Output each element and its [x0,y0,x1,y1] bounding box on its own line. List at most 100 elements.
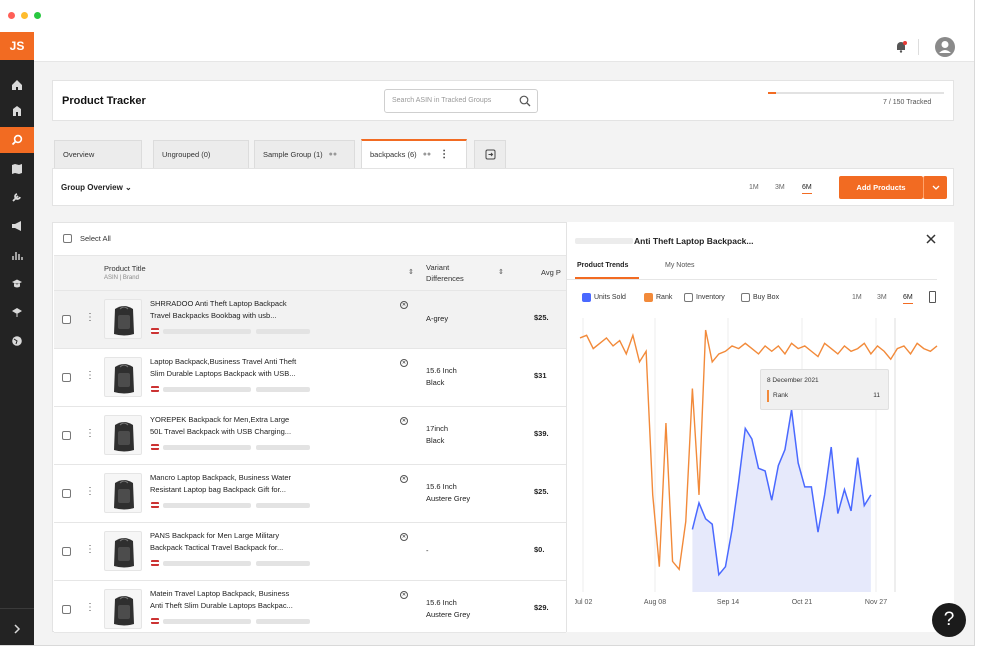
column-header-title[interactable]: Product Title [104,264,146,273]
select-all-checkbox[interactable] [63,234,72,243]
variant-difference: 15.6 Inch Black [426,365,457,389]
tab-my-notes[interactable]: My Notes [665,262,695,269]
asin-placeholder-bar [163,387,251,392]
row-menu-kebab-icon[interactable]: ⋮ [85,370,95,381]
table-row[interactable]: ⋮ Matein Travel Laptop Backpack, Business… [54,581,566,633]
sort-variant-icon[interactable]: ⇕ [498,269,504,276]
help-button[interactable]: ? [932,603,966,637]
user-avatar-icon[interactable] [934,36,956,63]
range-3m[interactable]: 3M [775,184,785,191]
graduation-icon[interactable] [0,271,34,297]
table-header: Product Title ASIN | Brand ⇕ Variant Diff… [54,255,566,291]
map-icon[interactable] [0,156,34,182]
us-flag-icon [151,560,159,566]
brand-placeholder-bar [256,329,310,334]
row-menu-kebab-icon[interactable]: ⋮ [85,544,95,555]
academy-icon[interactable] [0,98,34,124]
notification-bell-icon[interactable] [895,40,907,58]
product-thumbnail[interactable] [104,415,142,455]
tab-backpacks[interactable]: backpacks (6) ●● ⋮ [361,139,467,168]
product-title-line-1: PANS Backpack for Men Large Military [150,531,280,540]
legend-inventory[interactable]: Inventory [684,293,725,302]
legend-buy-box[interactable]: Buy Box [741,293,779,302]
chart-scroll-handle[interactable] [929,291,936,303]
table-row[interactable]: ⋮ Laptop Backpack,Business Travel Anti Th… [54,349,566,407]
variant-difference: 17inch Black [426,423,448,447]
remove-product-icon[interactable]: ✕ [400,417,408,425]
product-tracker-search-icon[interactable] [0,127,34,153]
chart-range-1m[interactable]: 1M [852,294,862,301]
column-header-asin-brand: ASIN | Brand [104,275,139,281]
education-icon[interactable] [0,299,34,325]
column-header-price[interactable]: Avg P [541,268,561,277]
search-icon[interactable] [519,94,531,112]
app-window: JS Product Tracker Search ASIN in Tracke… [0,0,975,646]
range-6m-selected[interactable]: 6M [802,184,812,194]
product-thumbnail[interactable] [104,357,142,397]
product-title-link[interactable]: PANS Backpack for Men Large Military Back… [150,530,350,554]
column-header-variant[interactable]: Variant Differences [426,262,464,284]
chart-range-6m-selected[interactable]: 6M [903,294,913,304]
product-thumbnail[interactable] [104,531,142,571]
analytics-icon[interactable] [0,242,34,268]
tools-icon[interactable] [0,184,34,210]
maximize-window-dot[interactable] [34,12,41,19]
row-menu-kebab-icon[interactable]: ⋮ [85,486,95,497]
product-thumbnail[interactable] [104,473,142,513]
row-checkbox[interactable] [62,489,71,498]
tab-menu-kebab-icon[interactable]: ⋮ [439,149,450,160]
row-checkbox[interactable] [62,315,71,324]
group-users-icon: ●● [422,151,432,158]
search-input[interactable]: Search ASIN in Tracked Groups [384,89,538,113]
tab-overview[interactable]: Overview [54,140,142,168]
legend-rank[interactable]: Rank [644,293,672,302]
table-row[interactable]: ⋮ PANS Backpack for Men Large Military Bac… [54,523,566,581]
trend-chart[interactable]: Jul 02 Aug 08 Sep 14 Oct 21 Nov 27 [575,312,940,612]
table-row[interactable]: ⋮ YOREPEK Backpack for Men,Extra Large 50L… [54,407,566,465]
remove-product-icon[interactable]: ✕ [400,591,408,599]
range-1m[interactable]: 1M [749,184,759,191]
tab-sample-group[interactable]: Sample Group (1) ●● [254,140,355,168]
legend-checkbox-buy-box [741,293,750,302]
product-thumbnail[interactable] [104,589,142,629]
row-checkbox[interactable] [62,605,71,614]
remove-product-icon[interactable]: ✕ [400,359,408,367]
remove-product-icon[interactable]: ✕ [400,301,408,309]
table-row[interactable]: ⋮ Mancro Laptop Backpack, Business Water R… [54,465,566,523]
home-icon[interactable] [0,72,34,98]
tab-ungrouped[interactable]: Ungrouped (0) [153,140,249,168]
row-checkbox[interactable] [62,547,71,556]
add-products-button[interactable]: Add Products [839,176,923,199]
close-window-dot[interactable] [8,12,15,19]
globe-icon[interactable] [0,328,34,354]
us-flag-icon [151,328,159,334]
sort-title-icon[interactable]: ⇕ [408,269,414,276]
tab-product-trends[interactable]: Product Trends [577,262,629,269]
close-icon[interactable] [925,232,937,250]
group-overview-dropdown[interactable]: Group Overview ⌄ [61,183,132,192]
expand-chevron-icon[interactable] [0,616,34,642]
chart-range-3m[interactable]: 3M [877,294,887,301]
remove-product-icon[interactable]: ✕ [400,475,408,483]
add-products-dropdown[interactable] [923,176,947,199]
table-row[interactable]: ⋮ SHRRADOO Anti Theft Laptop Backpack Trav… [54,291,566,349]
product-title-link[interactable]: SHRRADOO Anti Theft Laptop Backpack Trave… [150,298,350,322]
row-checkbox[interactable] [62,373,71,382]
product-title-link[interactable]: YOREPEK Backpack for Men,Extra Large 50L … [150,414,350,438]
us-flag-icon [151,618,159,624]
product-title-link[interactable]: Mancro Laptop Backpack, Business Water Re… [150,472,350,496]
row-menu-kebab-icon[interactable]: ⋮ [85,312,95,323]
row-menu-kebab-icon[interactable]: ⋮ [85,428,95,439]
product-title-link[interactable]: Laptop Backpack,Business Travel Anti The… [150,356,350,380]
backpack-image [114,596,134,626]
minimize-window-dot[interactable] [21,12,28,19]
remove-product-icon[interactable]: ✕ [400,533,408,541]
legend-units-sold[interactable]: Units Sold [582,293,626,302]
product-title-link[interactable]: Matein Travel Laptop Backpack, Business A… [150,588,350,612]
megaphone-icon[interactable] [0,213,34,239]
app-logo[interactable]: JS [0,32,34,60]
row-checkbox[interactable] [62,431,71,440]
product-thumbnail[interactable] [104,299,142,339]
row-menu-kebab-icon[interactable]: ⋮ [85,602,95,613]
add-tab-button[interactable] [474,140,506,168]
